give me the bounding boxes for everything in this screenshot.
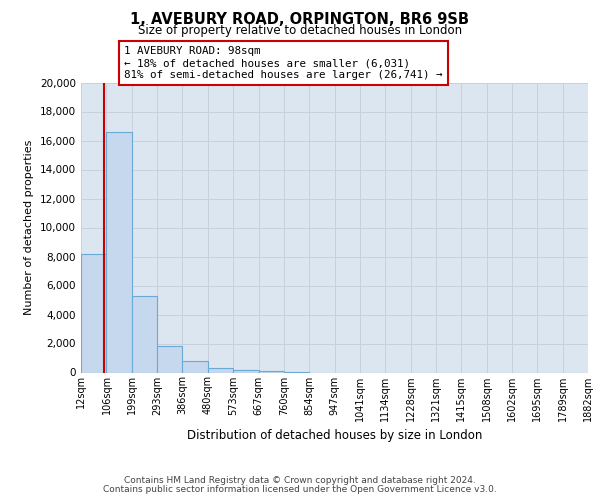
Text: Contains HM Land Registry data © Crown copyright and database right 2024.: Contains HM Land Registry data © Crown c… — [124, 476, 476, 485]
Text: Contains public sector information licensed under the Open Government Licence v3: Contains public sector information licen… — [103, 485, 497, 494]
Bar — [106, 132, 132, 372]
Text: Size of property relative to detached houses in London: Size of property relative to detached ho… — [138, 24, 462, 37]
Bar — [182, 361, 208, 372]
Bar — [157, 346, 182, 372]
Bar — [208, 368, 233, 372]
Text: 1 AVEBURY ROAD: 98sqm
← 18% of detached houses are smaller (6,031)
81% of semi-d: 1 AVEBURY ROAD: 98sqm ← 18% of detached … — [124, 46, 443, 80]
Bar — [259, 371, 284, 372]
Bar — [132, 296, 157, 372]
Bar — [81, 254, 106, 372]
Bar — [233, 370, 259, 372]
Y-axis label: Number of detached properties: Number of detached properties — [25, 140, 34, 315]
X-axis label: Distribution of detached houses by size in London: Distribution of detached houses by size … — [187, 429, 482, 442]
Text: 1, AVEBURY ROAD, ORPINGTON, BR6 9SB: 1, AVEBURY ROAD, ORPINGTON, BR6 9SB — [131, 12, 470, 28]
